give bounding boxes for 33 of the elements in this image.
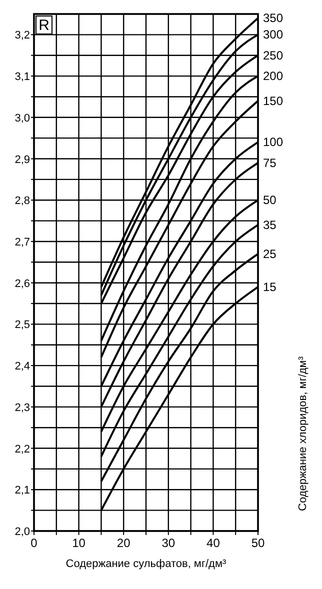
series-label: 35 [263, 218, 277, 232]
x-tick-label: 50 [251, 536, 265, 550]
x-tick-label: 20 [116, 536, 131, 550]
series-label: 25 [263, 246, 277, 261]
series-label: 150 [263, 94, 284, 108]
series-label: 250 [263, 48, 284, 62]
y-tick-label: 2,0 [14, 526, 30, 538]
x-tick-label: 10 [72, 536, 86, 550]
y-tick-label: 2,6 [14, 278, 30, 290]
y-tick-label: 2,5 [14, 319, 30, 332]
y-tick-label: 2,9 [14, 154, 30, 166]
y-tick-label: 2,2 [14, 443, 30, 456]
series-label: 50 [263, 193, 277, 208]
y-tick-label: 2,8 [14, 195, 30, 208]
series-label: 100 [263, 135, 284, 150]
y-tick-label: 3,2 [14, 30, 30, 42]
series-label: 200 [263, 69, 284, 84]
legend-title: Содержание хлоридов, мг/дм³ [297, 356, 309, 511]
y-tick-label: 2,3 [14, 402, 30, 414]
y-tick-label: 2,7 [14, 236, 30, 248]
series-label: 75 [263, 156, 277, 170]
series-label: 15 [263, 280, 277, 294]
x-tick-label: 0 [30, 536, 38, 550]
y-tick-label: 2,1 [14, 484, 30, 497]
y-tick-label: 3,1 [14, 71, 30, 84]
y-tick-label: 2,4 [14, 360, 30, 373]
x-tick-label: 40 [206, 536, 220, 550]
y-axis-title: R [38, 17, 50, 34]
x-tick-label: 30 [162, 536, 176, 550]
y-tick-label: 3,0 [14, 112, 30, 124]
series-label: 350 [263, 11, 284, 26]
x-axis-title: Содержание сульфатов, мг/дм³ [66, 558, 227, 570]
series-label: 300 [263, 28, 284, 42]
